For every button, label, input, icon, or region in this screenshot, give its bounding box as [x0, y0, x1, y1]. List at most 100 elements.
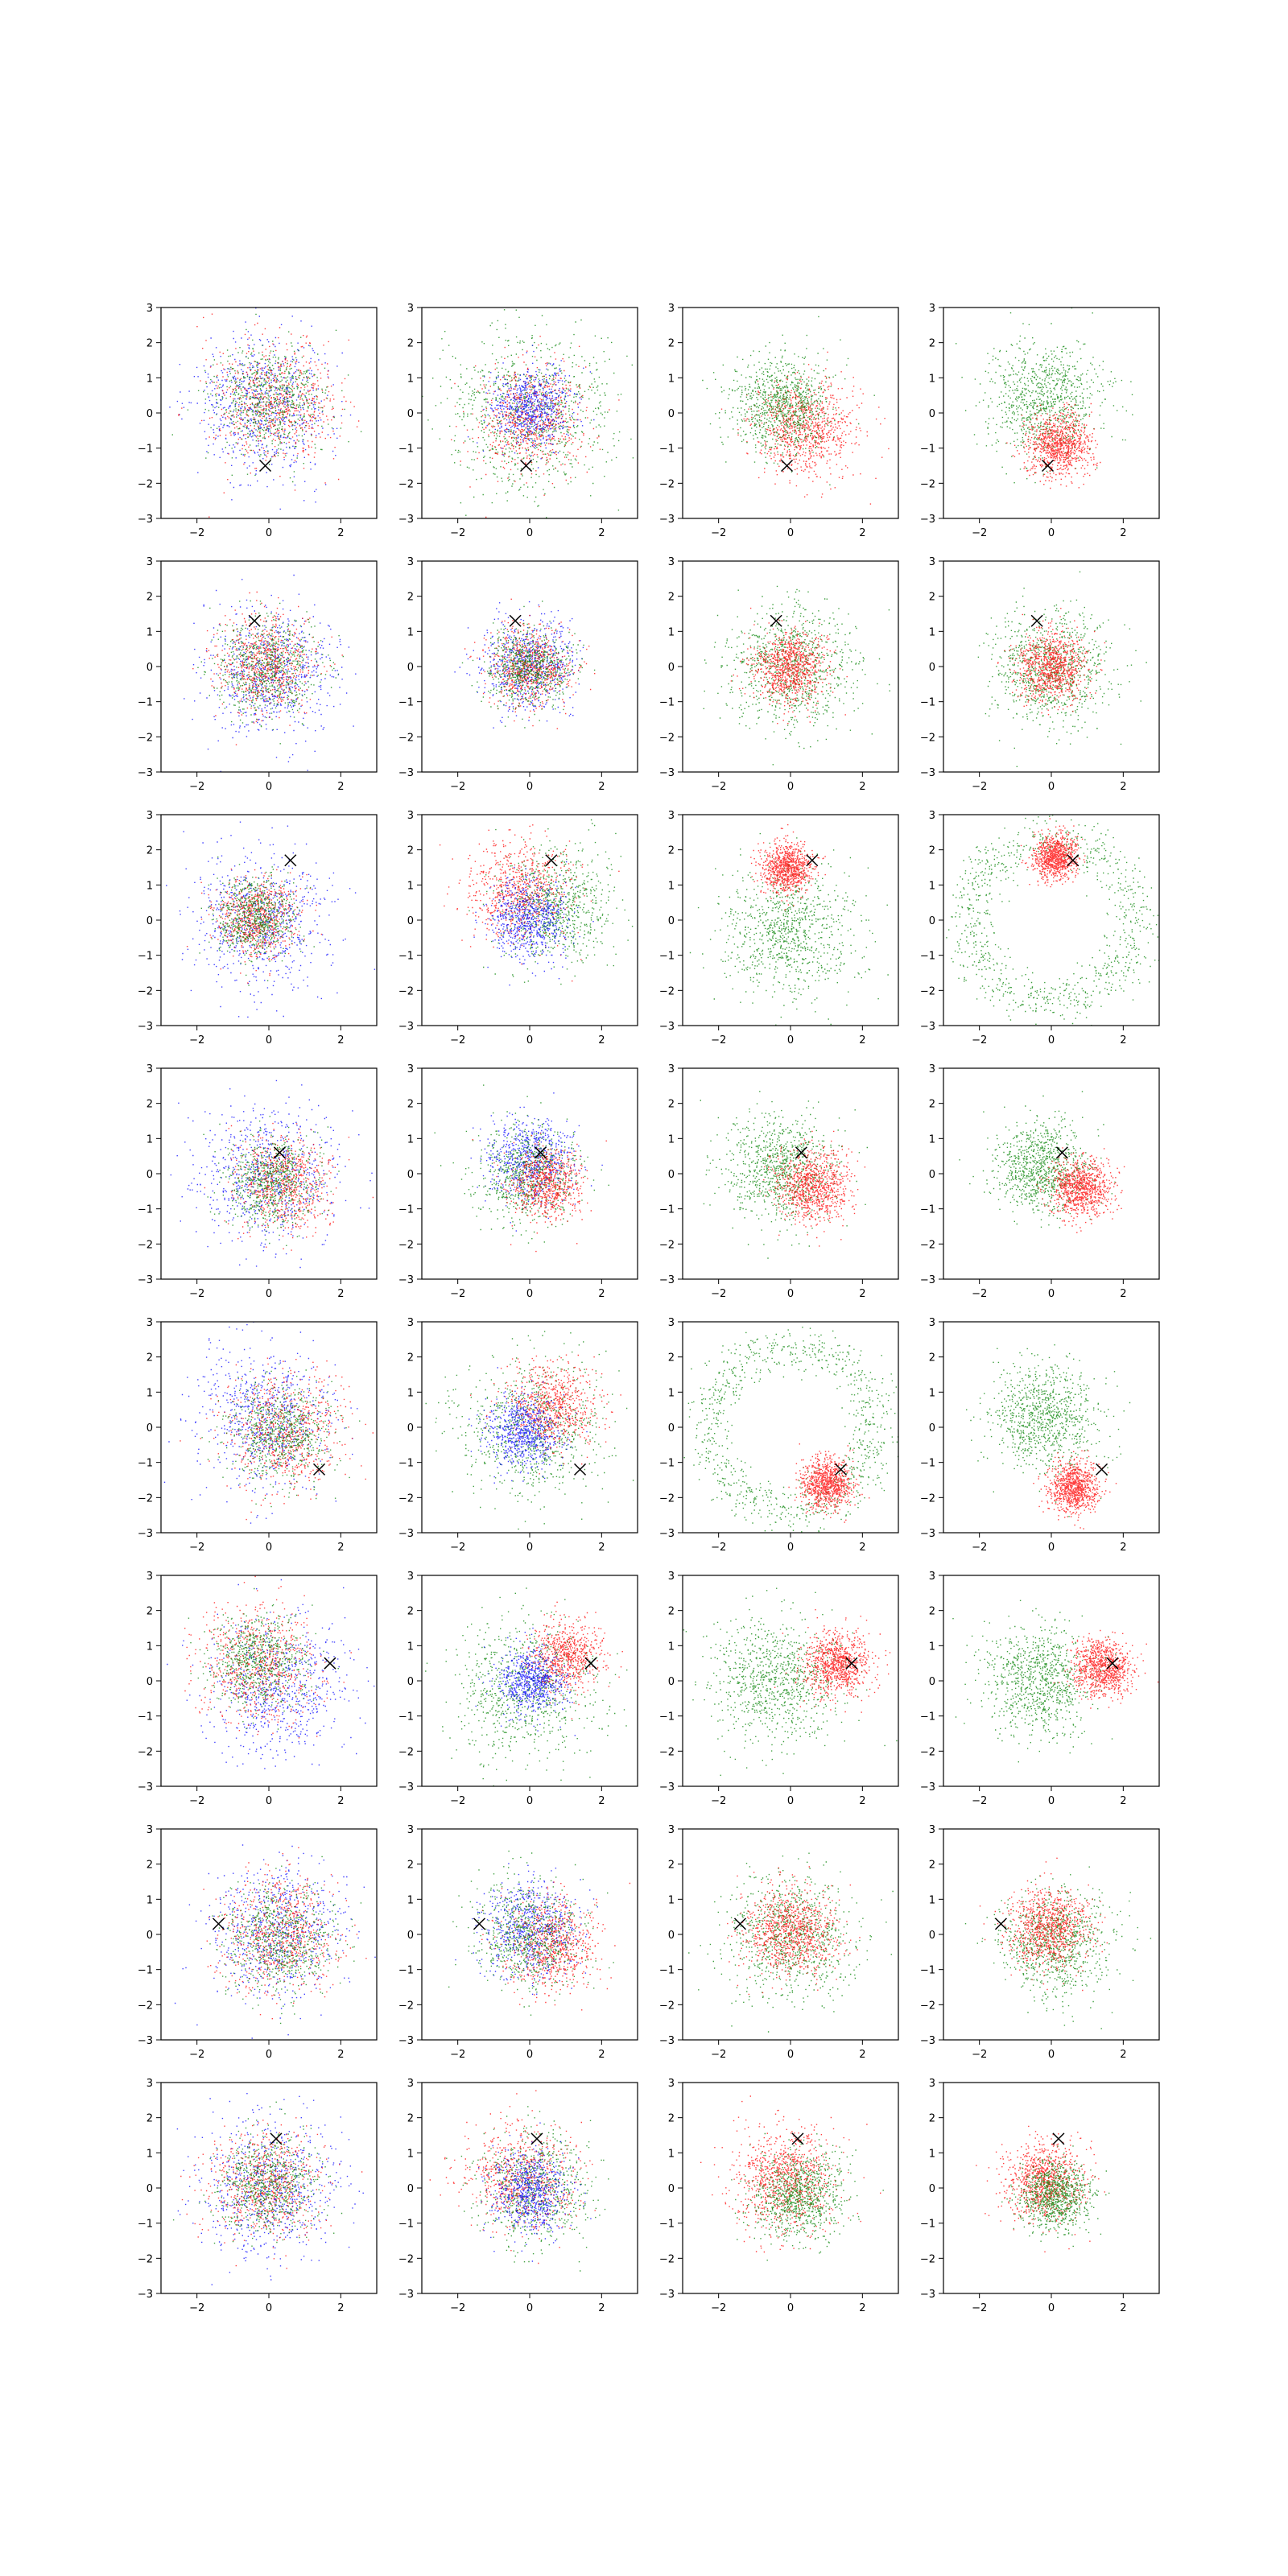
y-tick-label: 0 — [147, 1930, 153, 1942]
panel-r4-c1: −2 0 2 −3 −2 −1 0 1 2 3 — [138, 1063, 378, 1300]
y-tick-label: −1 — [398, 1965, 414, 1977]
y-tick-label: 2 — [668, 1099, 675, 1111]
series-red-points — [788, 1443, 870, 1523]
y-tick-label: −2 — [659, 1492, 675, 1505]
panel-r7-c3: −2 0 2 −3 −2 −1 0 1 2 3 — [659, 1824, 899, 2061]
y-tick-label: −2 — [138, 985, 153, 997]
x-marker — [584, 1657, 597, 1670]
axes-frame — [682, 560, 899, 773]
y-tick-label: 2 — [929, 845, 935, 857]
y-tick-label: −3 — [138, 767, 153, 779]
axes-frame — [682, 2082, 899, 2294]
x-marker — [791, 2132, 804, 2145]
series-green-points — [683, 1327, 898, 1533]
panel-r2-c4: −2 0 2 −3 −2 −1 0 1 2 3 — [920, 556, 1160, 793]
axes-frame — [943, 1321, 1160, 1534]
y-tick-label: −2 — [398, 1746, 414, 1758]
x-tick-label: 0 — [266, 1542, 272, 1554]
y-tick-label: 0 — [668, 1676, 675, 1688]
series-green-points — [201, 1363, 361, 1508]
panel-r4-c4: −2 0 2 −3 −2 −1 0 1 2 3 — [920, 1063, 1160, 1300]
x-tick-label: −2 — [972, 781, 987, 793]
panel-r4-c3: −2 0 2 −3 −2 −1 0 1 2 3 — [659, 1063, 899, 1300]
y-tick-label: −2 — [138, 2000, 153, 2012]
y-tick-label: 2 — [147, 1606, 153, 1618]
x-tick-label: −2 — [189, 781, 204, 793]
series-red-points — [521, 1601, 623, 1719]
y-tick-label: 2 — [668, 845, 675, 857]
y-tick-label: 0 — [668, 1930, 675, 1942]
y-tick-label: 0 — [407, 1930, 414, 1942]
x-marker — [545, 854, 558, 867]
y-tick-label: 3 — [147, 1824, 153, 1836]
series-blue-points — [469, 1367, 588, 1484]
y-tick-label: 1 — [668, 1641, 675, 1653]
series-green-points — [703, 585, 890, 766]
series-green-points — [977, 571, 1147, 767]
y-tick-label: 3 — [147, 556, 153, 568]
y-tick-label: −3 — [398, 1528, 414, 1540]
panel-r4-c2: −2 0 2 −3 −2 −1 0 1 2 3 — [398, 1063, 638, 1300]
y-tick-label: 3 — [668, 810, 675, 822]
y-tick-label: 3 — [147, 1063, 153, 1075]
y-tick-label: 0 — [929, 1169, 935, 1181]
y-tick-label: 3 — [147, 2078, 153, 2090]
x-marker — [1106, 1657, 1119, 1670]
y-tick-label: 2 — [407, 338, 414, 350]
x-tick-label: 0 — [266, 1795, 272, 1807]
x-tick-label: 0 — [526, 781, 533, 793]
x-tick-label: 0 — [787, 2049, 794, 2061]
y-tick-label: −1 — [920, 951, 935, 963]
series-red-points — [464, 598, 596, 729]
y-tick-label: −3 — [398, 767, 414, 779]
y-tick-label: −1 — [920, 444, 935, 456]
y-tick-label: 3 — [668, 1571, 675, 1583]
y-tick-label: 0 — [929, 1422, 935, 1435]
axes-frame — [160, 814, 378, 1026]
panel-r5-c2: −2 0 2 −3 −2 −1 0 1 2 3 — [398, 1317, 638, 1554]
y-tick-label: 0 — [929, 662, 935, 674]
axes-frame — [943, 2082, 1160, 2294]
y-tick-label: −2 — [659, 2253, 675, 2265]
panel-r1-c4: −2 0 2 −3 −2 −1 0 1 2 3 — [920, 303, 1160, 539]
series-green-points — [469, 819, 634, 985]
panel-r2-c1: −2 0 2 −3 −2 −1 0 1 2 3 — [138, 556, 378, 793]
x-tick-label: −2 — [711, 527, 726, 539]
x-tick-label: 0 — [526, 1288, 533, 1300]
y-tick-label: 2 — [668, 1606, 675, 1618]
x-tick-label: 0 — [1048, 2049, 1055, 2061]
y-tick-label: 0 — [407, 915, 414, 927]
x-tick-label: 2 — [1120, 781, 1126, 793]
y-tick-label: −2 — [138, 478, 153, 490]
x-marker — [473, 1918, 485, 1930]
panel-r3-c3: −2 0 2 −3 −2 −1 0 1 2 3 — [659, 810, 899, 1046]
y-tick-label: −2 — [138, 732, 153, 744]
series-red-points — [700, 2095, 881, 2253]
x-tick-label: −2 — [189, 1542, 204, 1554]
y-tick-label: 0 — [668, 662, 675, 674]
y-tick-label: −2 — [138, 2253, 153, 2265]
x-tick-label: 2 — [1120, 2302, 1126, 2314]
x-tick-label: 0 — [787, 781, 794, 793]
y-tick-label: 2 — [929, 1352, 935, 1364]
series-red-points — [976, 2125, 1105, 2252]
x-tick-label: −2 — [189, 1795, 204, 1807]
y-tick-label: 2 — [407, 592, 414, 604]
x-tick-label: 2 — [1120, 527, 1126, 539]
x-tick-label: 0 — [1048, 1542, 1055, 1554]
y-tick-label: 3 — [929, 303, 935, 315]
y-tick-label: 1 — [929, 2148, 935, 2160]
y-tick-label: −2 — [659, 2000, 675, 2012]
y-tick-label: 0 — [147, 1676, 153, 1688]
y-tick-label: −3 — [138, 2289, 153, 2301]
y-tick-label: −3 — [920, 1274, 935, 1286]
x-marker — [574, 1463, 587, 1476]
x-tick-label: −2 — [450, 1288, 465, 1300]
panel-r2-c3: −2 0 2 −3 −2 −1 0 1 2 3 — [659, 556, 899, 793]
y-tick-label: 0 — [407, 2183, 414, 2195]
axes-frame — [160, 307, 378, 519]
y-tick-label: 2 — [668, 592, 675, 604]
axes-frame — [421, 1067, 638, 1280]
y-tick-label: −2 — [398, 478, 414, 490]
